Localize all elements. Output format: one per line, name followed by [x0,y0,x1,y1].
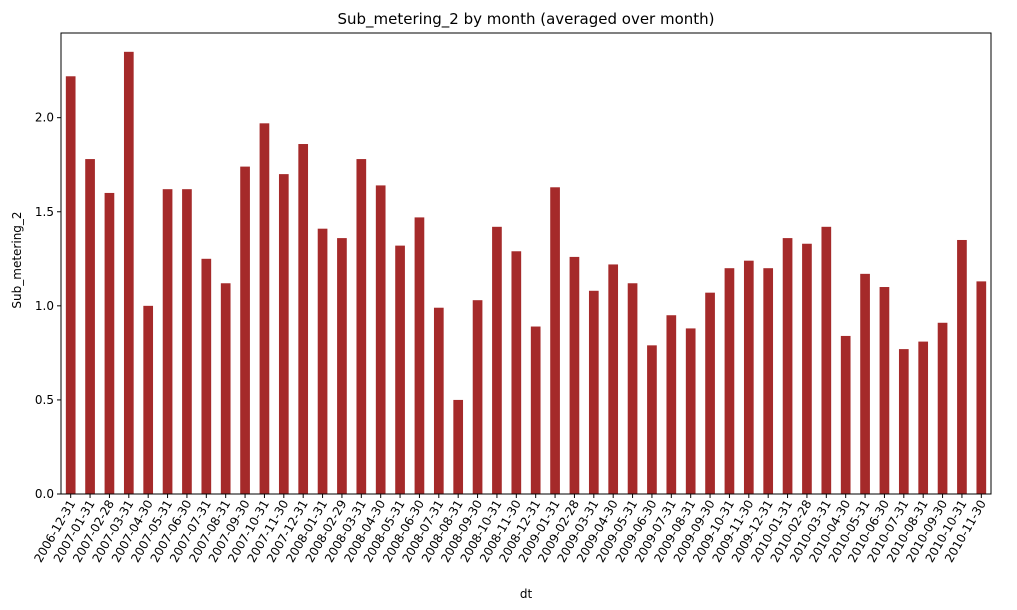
bar-2010-04-30 [840,335,851,494]
bar-2009-11-30 [743,260,754,494]
plot-frame [60,32,992,495]
bar-2010-07-31 [898,349,909,494]
bar-2008-11-30 [511,251,522,494]
bar-2007-10-31 [259,123,270,494]
bar-2010-05-31 [860,273,870,494]
bar-2010-08-31 [918,341,929,494]
bar-2007-03-31 [123,51,134,494]
bar-2008-06-30 [414,217,425,494]
bar-2008-09-30 [472,300,483,494]
bar-2009-12-31 [763,268,774,494]
bar-2008-01-31 [317,228,328,494]
bar-2008-12-31 [530,326,541,494]
y-tick-label: 1.5 [35,205,54,219]
y-tick-label: 0.5 [35,393,54,407]
bar-2009-02-28 [569,256,580,494]
bar-2010-02-28 [802,243,812,494]
chart-title: Sub_metering_2 by month (averaged over m… [337,10,714,29]
bar-2006-12-31 [65,76,76,494]
y-tick-label: 1.0 [35,299,54,313]
bar-2010-06-30 [879,287,890,494]
bar-2009-07-31 [666,315,677,494]
bar-2007-02-28 [104,192,115,494]
bar-2007-12-31 [298,144,309,494]
bar-2008-02-29 [337,238,347,494]
bar-2007-08-31 [220,283,231,494]
bar-2009-01-31 [550,187,560,495]
bar-2009-08-31 [685,328,696,494]
bar-2007-09-30 [240,166,250,494]
bar-2007-07-31 [201,258,212,494]
bar-2007-05-31 [162,189,173,494]
y-axis-label: Sub_metering_2 [10,211,24,308]
bar-2009-09-30 [705,292,715,494]
bar-2007-04-30 [143,305,154,494]
bar-2009-03-31 [588,290,599,494]
bar-2010-01-31 [782,238,793,494]
bar-2007-11-30 [278,174,289,494]
bar-2009-06-30 [647,345,657,494]
bar-2009-10-31 [724,268,735,494]
bar-2008-03-31 [356,159,367,494]
bar-2008-07-31 [433,307,444,494]
bar-2008-10-31 [492,226,502,494]
bar-2007-06-30 [182,189,192,494]
y-tick-label: 2.0 [35,111,54,125]
bar-2008-04-30 [375,185,386,494]
x-axis-label: dt [520,587,533,601]
bar-2009-04-30 [608,264,619,494]
bar-2010-09-30 [937,322,948,494]
y-tick-label: 0.0 [35,487,54,501]
bar-2008-08-31 [453,399,464,494]
bar-2010-11-30 [976,281,987,494]
plot-area: 0.00.51.01.52.02006-12-312007-01-312007-… [31,32,992,565]
bar-2009-05-31 [627,283,638,494]
bar-2008-05-31 [395,245,405,494]
bar-2010-03-31 [821,226,832,494]
bar-2007-01-31 [85,159,95,494]
bar-2010-10-31 [957,239,967,494]
